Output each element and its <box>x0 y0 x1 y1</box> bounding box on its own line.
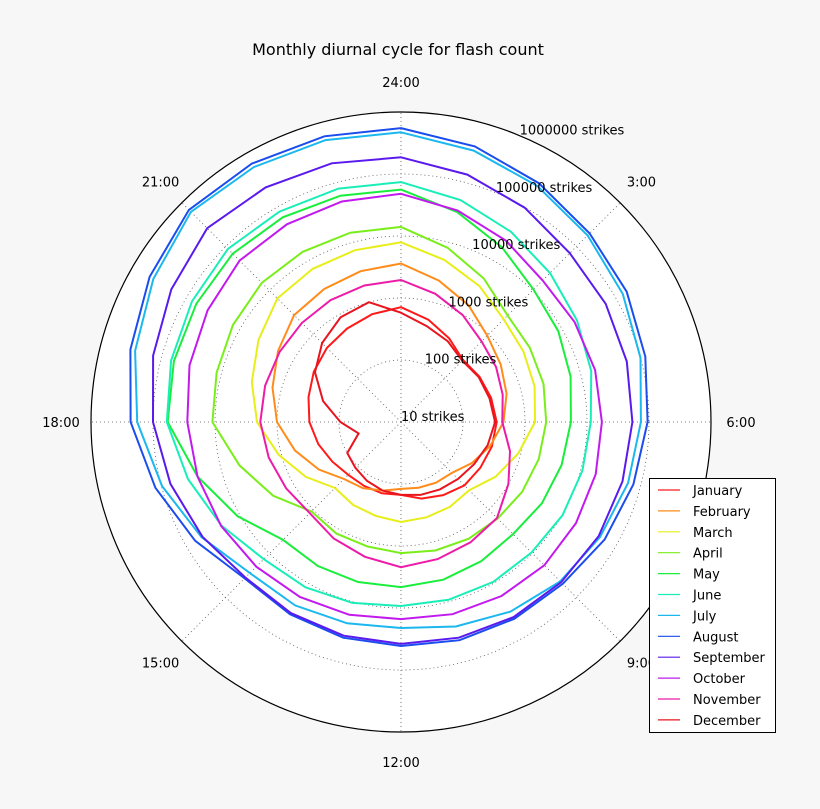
radial-tick-label: 1000 strikes <box>448 295 528 310</box>
series-line-may <box>166 188 572 589</box>
legend-label: July <box>692 609 717 624</box>
theta-tick-labels: 24:00 3:00 6:00 9:00 12:00 15:00 18:00 21:00 <box>42 76 755 771</box>
grid <box>91 112 711 732</box>
series-line-october <box>186 192 603 621</box>
theta-tick-label: 21:00 <box>142 176 179 191</box>
radial-tick-label: 10000 strikes <box>472 238 560 253</box>
legend-label: September <box>693 651 766 666</box>
legend-label: November <box>693 693 761 708</box>
chart-title: Monthly diurnal cycle for flash count <box>252 40 544 59</box>
series-line-august <box>129 127 649 648</box>
legend-label: June <box>692 589 721 604</box>
radial-tick-label: 10 strikes <box>401 410 465 425</box>
series-line-april <box>211 225 548 555</box>
legend-label: August <box>693 630 739 645</box>
legend-label: April <box>693 547 723 562</box>
radial-tick-label: 1000000 strikes <box>520 124 625 139</box>
series-lines <box>129 127 649 648</box>
theta-tick-label: 3:00 <box>627 176 656 191</box>
outer-frame <box>90 111 712 733</box>
legend-label: December <box>693 714 761 729</box>
series-line-june <box>165 181 593 608</box>
theta-tick-label: 24:00 <box>382 76 419 91</box>
legend-label: February <box>693 505 751 520</box>
series-line-july <box>134 131 642 630</box>
radial-tick-label: 100000 strikes <box>496 181 593 196</box>
theta-tick-label: 6:00 <box>726 416 755 431</box>
radial-tick-labels: 10 strikes 100 strikes 1000 strikes 10000 s… <box>401 124 625 425</box>
theta-tick-label: 9:00 <box>627 656 656 671</box>
radial-gridline <box>338 359 464 485</box>
legend: January February March April May June July Augu… <box>649 478 776 733</box>
series-line-march <box>250 241 537 524</box>
legend-label: May <box>693 568 720 583</box>
theta-tick-label: 12:00 <box>382 756 419 771</box>
series-line-september <box>151 156 634 645</box>
legend-label: October <box>693 672 746 687</box>
series-line-november <box>259 278 512 569</box>
legend-label: January <box>692 484 743 499</box>
legend-box <box>649 478 776 733</box>
series-line-february <box>271 262 508 492</box>
series-line-december <box>313 301 497 496</box>
theta-tick-label: 18:00 <box>42 416 79 431</box>
theta-tick-label: 15:00 <box>142 656 179 671</box>
legend-label: March <box>693 526 733 541</box>
radial-gridline <box>214 235 588 609</box>
radial-tick-label: 100 strikes <box>425 353 497 368</box>
